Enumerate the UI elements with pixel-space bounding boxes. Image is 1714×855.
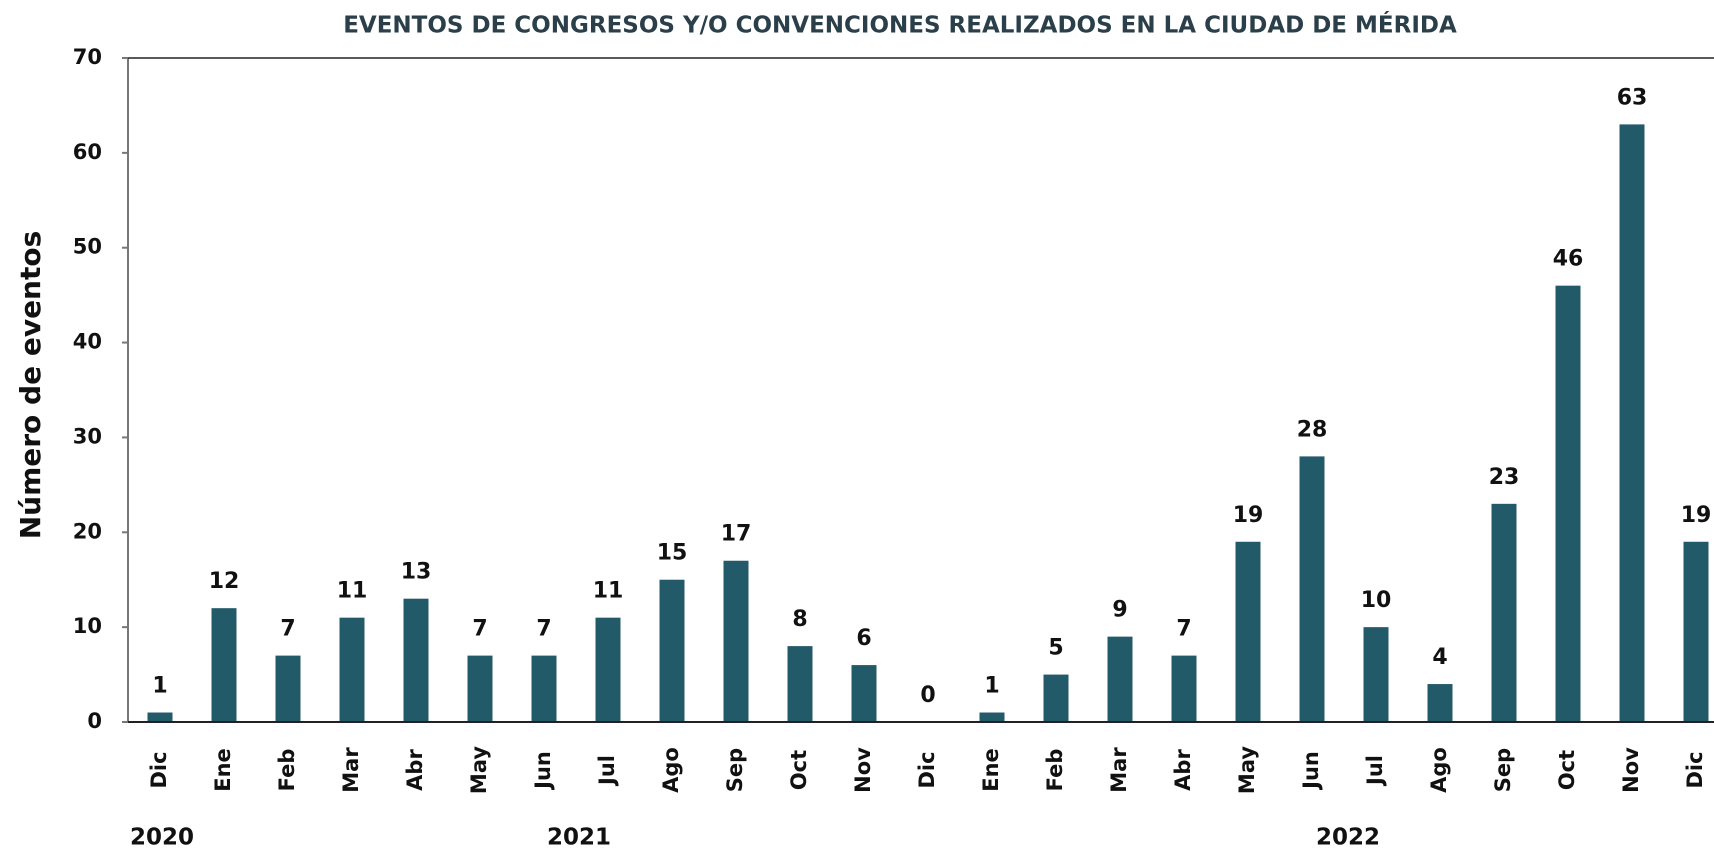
x-tick-label: Jul (1363, 755, 1387, 787)
bar (339, 617, 365, 722)
y-tick-label: 10 (73, 614, 102, 638)
bar (595, 617, 621, 722)
data-label: 11 (337, 579, 368, 604)
x-tick-label: Ene (979, 748, 1003, 792)
data-label: 1 (984, 674, 999, 699)
x-tick-label: Dic (1683, 751, 1707, 788)
data-label: 17 (721, 522, 752, 547)
data-label: 0 (920, 683, 935, 708)
bar (1043, 674, 1069, 722)
data-label: 13 (401, 560, 432, 585)
x-tick-label: Oct (1555, 750, 1579, 790)
x-tick-label: Jul (595, 755, 619, 787)
chart-title: EVENTOS DE CONGRESOS Y/O CONVENCIONES RE… (343, 11, 1457, 39)
x-tick-label: Ago (659, 747, 683, 793)
x-tick-label: Jun (1299, 751, 1323, 791)
data-label: 5 (1048, 636, 1063, 661)
y-tick-label: 30 (73, 424, 102, 448)
bar (851, 665, 877, 722)
data-label: 7 (280, 617, 295, 642)
x-tick-label: Abr (403, 749, 427, 791)
bar (1107, 636, 1133, 722)
bar (1299, 456, 1325, 722)
data-label: 1 (152, 674, 167, 699)
year-label: 2020 (130, 825, 194, 851)
y-tick-label: 60 (73, 140, 102, 164)
bar (787, 646, 813, 722)
x-tick-label: Oct (787, 750, 811, 790)
bar (1619, 124, 1645, 722)
bar (1427, 684, 1453, 722)
x-tick-label: Nov (1619, 747, 1643, 793)
data-label: 11 (593, 579, 624, 604)
data-label: 9 (1112, 598, 1127, 623)
x-tick-label: Feb (1043, 749, 1067, 792)
data-label: 63 (1617, 85, 1648, 110)
x-tick-label: Mar (1107, 747, 1131, 793)
data-label: 8 (792, 607, 807, 632)
bar (147, 712, 173, 722)
x-tick-label: Jun (531, 751, 555, 791)
bar (1491, 503, 1517, 722)
y-tick-label: 40 (73, 330, 102, 354)
bar (723, 560, 749, 722)
bar (467, 655, 493, 722)
data-label: 4 (1432, 645, 1447, 670)
data-label: 19 (1681, 503, 1712, 528)
data-label: 10 (1361, 588, 1392, 613)
x-tick-label: Sep (723, 748, 747, 792)
data-label: 19 (1233, 503, 1264, 528)
x-tick-label: Dic (147, 751, 171, 788)
y-tick-label: 20 (73, 519, 102, 543)
data-label: 7 (1176, 617, 1191, 642)
data-label: 23 (1489, 465, 1520, 490)
bar (1171, 655, 1197, 722)
data-label: 12 (209, 569, 240, 594)
x-tick-label: Feb (275, 749, 299, 792)
bar (403, 598, 429, 722)
data-label: 7 (472, 617, 487, 642)
bar (1555, 285, 1581, 722)
data-label: 15 (657, 541, 688, 566)
x-tick-label: Dic (915, 751, 939, 788)
x-tick-label: Ene (211, 748, 235, 792)
bar (1363, 627, 1389, 722)
bar (275, 655, 301, 722)
x-tick-label: May (1235, 746, 1259, 794)
bar (659, 579, 685, 722)
year-label: 2022 (1316, 825, 1380, 851)
bar (531, 655, 557, 722)
bar (1235, 541, 1261, 722)
y-tick-label: 0 (87, 709, 102, 733)
x-tick-label: Abr (1171, 749, 1195, 791)
x-tick-label: Mar (339, 747, 363, 793)
bar (211, 608, 237, 722)
y-tick-label: 50 (73, 235, 102, 259)
data-label: 7 (536, 617, 551, 642)
bar (1683, 541, 1709, 722)
data-label: 6 (856, 626, 871, 651)
x-tick-label: May (467, 746, 491, 794)
year-label: 2021 (547, 825, 611, 851)
x-tick-label: Ago (1427, 747, 1451, 793)
x-tick-label: Sep (1491, 748, 1515, 792)
bar (979, 712, 1005, 722)
x-tick-label: Nov (851, 747, 875, 793)
data-label: 46 (1553, 247, 1584, 272)
y-tick-label: 70 (73, 45, 102, 69)
y-axis-title: Número de eventos (14, 231, 47, 540)
data-label: 28 (1297, 417, 1328, 442)
